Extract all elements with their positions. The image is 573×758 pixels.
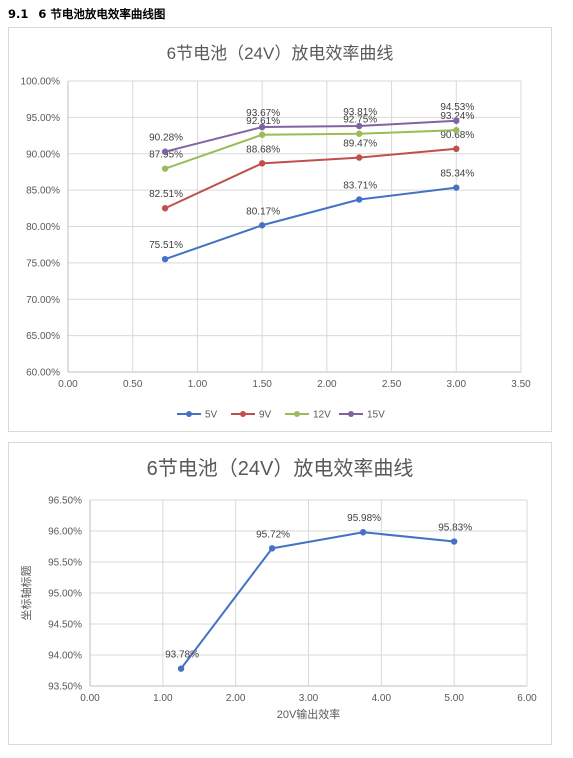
- legend-marker: [186, 411, 192, 417]
- data-point: [450, 538, 458, 545]
- data-point: [453, 117, 460, 124]
- x-tick-label: 1.00: [188, 379, 208, 390]
- legend-label: 15V: [367, 410, 385, 421]
- y-tick-label: 85.00%: [26, 186, 60, 197]
- x-tick-label: 0.00: [80, 693, 100, 704]
- data-label: 95.98%: [347, 513, 381, 524]
- data-label: 89.47%: [343, 139, 377, 150]
- data-point: [356, 196, 363, 203]
- y-tick-label: 96.50%: [48, 496, 82, 507]
- series-line: [164, 186, 457, 261]
- data-point: [453, 145, 460, 153]
- y-tick-label: 65.00%: [26, 331, 60, 342]
- y-axis-title: 坐标轴标题: [19, 566, 33, 621]
- data-point: [359, 529, 367, 536]
- series-line: [164, 129, 457, 170]
- chart-panel-20v: 6节电池（24V）放电效率曲线 93.50% 94.00% 94.50% 95.00% 9…: [8, 442, 552, 745]
- y-tick-label: 95.50%: [48, 558, 82, 569]
- x-tick-label: 4.00: [372, 693, 392, 704]
- x-tick-label: 2.50: [382, 379, 402, 390]
- data-point: [258, 160, 266, 167]
- data-point: [161, 205, 169, 212]
- y-tick-label: 90.00%: [26, 149, 60, 160]
- section-title: 6 节电池放电效率曲线图: [38, 7, 166, 21]
- series-line: [164, 119, 457, 153]
- y-tick-label: 93.50%: [48, 682, 82, 693]
- data-label: 93.24%: [440, 111, 474, 122]
- data-label: 92.75%: [343, 115, 377, 126]
- data-point: [161, 255, 169, 263]
- data-label: 93.81%: [343, 107, 377, 118]
- data-point: [453, 126, 460, 134]
- y-tick-label: 95.00%: [48, 589, 82, 600]
- x-tick-label: 3.00: [447, 379, 467, 390]
- x-tick-label: 0.50: [123, 379, 143, 390]
- data-point: [453, 184, 460, 191]
- legend-label: 9V: [259, 410, 272, 421]
- y-tick-label: 75.00%: [26, 258, 60, 269]
- y-tick-label: 60.00%: [26, 368, 60, 379]
- section-heading: 9.1 6 节电池放电效率曲线图: [8, 6, 165, 22]
- data-point: [258, 131, 266, 138]
- x-tick-label: 1.00: [153, 693, 173, 704]
- data-point: [258, 222, 266, 229]
- data-point: [268, 545, 276, 552]
- y-tick-label: 96.00%: [48, 527, 82, 538]
- y-tick-label: 94.00%: [48, 651, 82, 662]
- chart-title: 6节电池（24V）放电效率曲线: [147, 457, 414, 480]
- y-tick-label: 95.00%: [26, 113, 60, 124]
- data-label: 90.28%: [149, 133, 183, 144]
- data-label: 95.83%: [438, 523, 472, 534]
- data-label: 75.51%: [149, 240, 183, 251]
- data-label: 95.72%: [256, 529, 290, 540]
- x-tick-label: 2.00: [226, 693, 246, 704]
- data-point: [258, 123, 266, 131]
- legend-label: 12V: [313, 410, 331, 421]
- data-label: 88.68%: [246, 144, 280, 155]
- data-point: [177, 665, 185, 672]
- x-tick-label: 1.50: [252, 379, 272, 390]
- y-tick-label: 94.50%: [48, 620, 82, 631]
- legend-marker: [240, 411, 246, 417]
- series-line: [164, 147, 457, 210]
- data-label: 93.67%: [246, 108, 280, 119]
- chart-title: 6节电池（24V）放电效率曲线: [167, 44, 394, 63]
- x-axis-title: 20V输出效率: [277, 707, 341, 721]
- x-tick-label: 6.00: [517, 693, 537, 704]
- data-point: [161, 165, 169, 172]
- data-label: 87.95%: [149, 150, 183, 161]
- x-tick-label: 0.00: [58, 379, 78, 390]
- data-point: [356, 130, 363, 137]
- data-label: 82.51%: [149, 189, 183, 200]
- data-label: 80.17%: [246, 206, 280, 217]
- data-label: 83.71%: [343, 181, 377, 192]
- data-label: 94.53%: [440, 102, 474, 113]
- legend-marker: [348, 411, 354, 417]
- chart-20v: 6节电池（24V）放电效率曲线 93.50% 94.00% 94.50% 95.00% 9…: [19, 457, 537, 721]
- y-tick-label: 100.00%: [21, 77, 61, 88]
- data-point: [356, 154, 363, 161]
- x-tick-label: 2.00: [317, 379, 337, 390]
- chart-panel-multi-voltage: 6节电池（24V）放电效率曲线 60.00% 65.00% 70.00% 75.00% 8…: [8, 27, 552, 432]
- data-label: 93.78%: [165, 650, 199, 661]
- x-tick-label: 3.00: [299, 693, 319, 704]
- legend-marker: [294, 411, 300, 417]
- y-tick-label: 70.00%: [26, 295, 60, 306]
- data-label: 85.34%: [440, 169, 474, 180]
- section-number: 9.1: [8, 7, 29, 21]
- y-tick-label: 80.00%: [26, 222, 60, 233]
- legend-label: 5V: [205, 410, 218, 421]
- data-point: [161, 148, 169, 155]
- series-line: [180, 531, 455, 670]
- data-label: 90.68%: [440, 130, 474, 141]
- data-label: 92.61%: [246, 116, 280, 127]
- chart-multi-voltage: 6节电池（24V）放电效率曲线 60.00% 65.00% 70.00% 75.00% 8…: [21, 44, 532, 421]
- x-tick-label: 5.00: [444, 693, 464, 704]
- x-tick-label: 3.50: [511, 379, 531, 390]
- data-point: [356, 122, 363, 130]
